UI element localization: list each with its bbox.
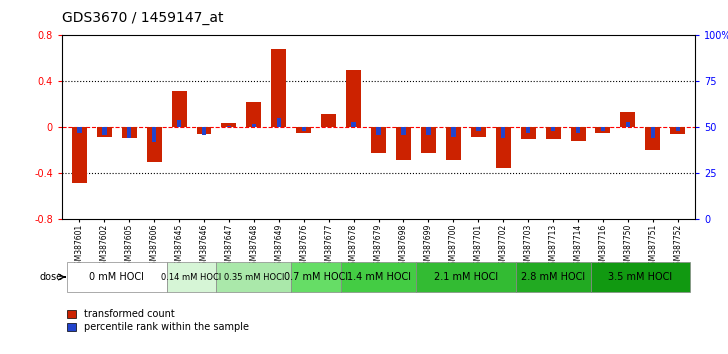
Bar (202, 127, 206, 135)
Bar (426, 127, 431, 135)
Bar (526, 127, 531, 133)
Bar (571, 127, 585, 141)
Bar (321, 114, 336, 127)
Bar (596, 127, 611, 133)
Bar (97, 127, 112, 137)
Bar (152, 127, 157, 142)
Bar (341, 262, 416, 292)
Text: 2.8 mM HOCl: 2.8 mM HOCl (521, 272, 585, 282)
Text: 0.7 mM HOCl: 0.7 mM HOCl (284, 272, 348, 282)
Text: 2.1 mM HOCl: 2.1 mM HOCl (434, 272, 498, 282)
Bar (291, 262, 341, 292)
Bar (277, 118, 281, 127)
Text: 1.4 mM HOCl: 1.4 mM HOCl (347, 272, 411, 282)
Bar (172, 91, 186, 127)
Bar (272, 49, 286, 127)
Bar (421, 127, 436, 153)
Bar (167, 262, 216, 292)
Text: 3.5 mM HOCl: 3.5 mM HOCl (609, 272, 673, 282)
Text: dose: dose (39, 272, 63, 282)
Bar (352, 122, 356, 127)
Text: GDS3670 / 1459147_at: GDS3670 / 1459147_at (62, 11, 223, 25)
Bar (72, 127, 87, 183)
Bar (625, 122, 630, 127)
Text: 0.35 mM HOCl: 0.35 mM HOCl (223, 273, 284, 281)
Bar (102, 127, 106, 135)
Bar (521, 127, 536, 139)
Text: 0 mM HOCl: 0 mM HOCl (90, 272, 144, 282)
Legend: transformed count, percentile rank within the sample: transformed count, percentile rank withi… (67, 309, 249, 332)
Bar (416, 262, 515, 292)
Bar (371, 127, 386, 153)
Bar (601, 127, 605, 131)
Bar (221, 123, 237, 127)
Bar (346, 70, 361, 127)
Bar (590, 262, 690, 292)
Bar (252, 124, 256, 127)
Bar (496, 127, 511, 168)
Bar (620, 113, 636, 127)
Bar (301, 127, 306, 131)
Bar (122, 127, 137, 138)
Bar (676, 127, 680, 131)
Bar (67, 262, 167, 292)
Bar (376, 127, 381, 135)
Bar (146, 127, 162, 162)
Text: 0.14 mM HOCl: 0.14 mM HOCl (162, 273, 221, 281)
Bar (451, 127, 456, 137)
Bar (446, 127, 461, 160)
Bar (576, 127, 580, 133)
Bar (651, 127, 655, 138)
Bar (246, 102, 261, 127)
Bar (197, 127, 212, 134)
Bar (396, 127, 411, 160)
Bar (177, 120, 181, 127)
Bar (216, 262, 291, 292)
Bar (401, 127, 405, 135)
Bar (515, 262, 590, 292)
Bar (226, 126, 232, 127)
Bar (77, 127, 82, 133)
Bar (471, 127, 486, 137)
Bar (545, 127, 561, 139)
Bar (501, 127, 505, 138)
Bar (296, 127, 312, 133)
Bar (476, 127, 480, 131)
Bar (645, 127, 660, 150)
Bar (551, 127, 555, 131)
Bar (670, 127, 685, 134)
Bar (127, 127, 132, 138)
